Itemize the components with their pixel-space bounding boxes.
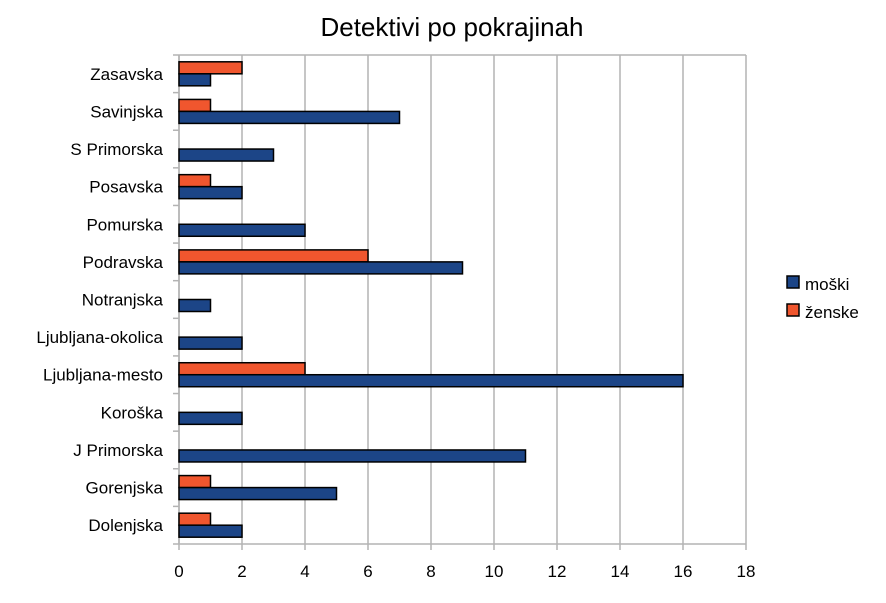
- y-tick-label: Savinjska: [90, 102, 163, 121]
- y-tick-label: J Primorska: [73, 441, 163, 460]
- x-tick-label: 18: [737, 562, 756, 581]
- bar-zenske: [178, 61, 243, 75]
- x-tick-label: 10: [485, 562, 504, 581]
- y-tick-label: Podravska: [83, 253, 164, 272]
- bar-moski: [178, 411, 243, 426]
- bar-moski: [178, 298, 212, 313]
- bar-moski: [178, 223, 306, 238]
- y-tick-label: Dolenjska: [88, 516, 163, 535]
- bar-moski: [178, 486, 338, 501]
- legend-label-1: ženske: [805, 303, 859, 322]
- bar-moski: [178, 336, 243, 350]
- x-tick-label: 12: [548, 562, 567, 581]
- bar-moski: [178, 524, 243, 538]
- bar-moski: [178, 73, 212, 87]
- legend-swatch-1: [786, 303, 800, 317]
- bar-zenske: [178, 474, 212, 489]
- chart-title: Detektivi po pokrajinah: [320, 12, 583, 42]
- bar-moski: [178, 110, 401, 125]
- y-tick-label: Notranjska: [82, 291, 164, 310]
- y-tick-label: S Primorska: [70, 140, 163, 159]
- x-tick-label: 6: [363, 562, 372, 581]
- bar-moski: [178, 148, 275, 162]
- x-tick-label: 8: [426, 562, 435, 581]
- bar-moski: [178, 449, 527, 463]
- bar-zenske: [178, 512, 212, 526]
- y-tick-label: Pomurska: [86, 215, 163, 234]
- x-tick-label: 14: [611, 562, 630, 581]
- x-tick-label: 0: [174, 562, 183, 581]
- bar-zenske: [178, 98, 212, 113]
- x-tick-label: 16: [674, 562, 693, 581]
- bar-zenske: [178, 249, 369, 263]
- bar-moski: [178, 185, 243, 200]
- legend-label-0: moški: [805, 275, 849, 294]
- bar-zenske: [178, 361, 306, 376]
- bar-moski: [178, 261, 464, 275]
- bar-moski: [178, 373, 684, 388]
- y-tick-label: Ljubljana-mesto: [43, 366, 163, 385]
- legend-swatch-0: [786, 275, 800, 289]
- y-tick-label: Koroška: [101, 403, 164, 422]
- y-tick-label: Zasavska: [90, 65, 163, 84]
- x-tick-label: 4: [300, 562, 309, 581]
- bar-zenske: [178, 173, 212, 188]
- x-tick-label: 2: [237, 562, 246, 581]
- y-tick-label: Gorenjska: [86, 479, 164, 498]
- y-tick-label: Ljubljana-okolica: [36, 328, 163, 347]
- y-tick-label: Posavska: [89, 178, 163, 197]
